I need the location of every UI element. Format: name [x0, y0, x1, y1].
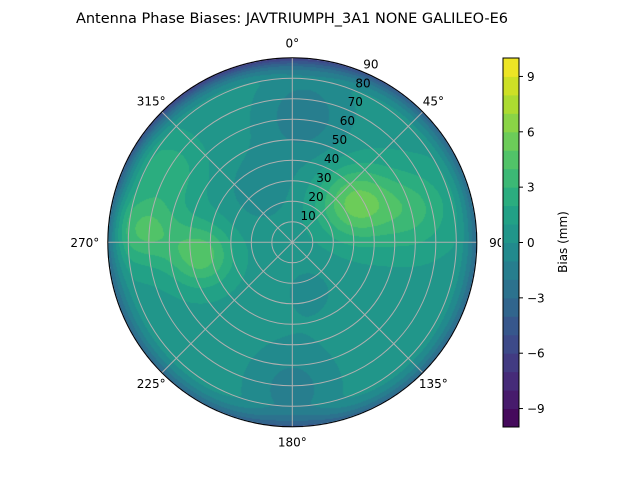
radial-tick-label: 70: [348, 95, 363, 109]
radial-tick-label: 60: [340, 114, 355, 128]
polar-grid: [107, 57, 477, 427]
colorbar-label: Bias (mm): [556, 211, 570, 273]
colorbar-band: [503, 224, 519, 243]
colorbar-band: [503, 58, 519, 77]
angular-tick-label: 135°: [419, 377, 448, 391]
colorbar-band: [503, 297, 519, 317]
angular-tick-label: 270°: [70, 236, 99, 250]
radial-tick-labels: 10 20 30 40 50 60 70 80 90: [301, 57, 379, 223]
radial-tick-label: 40: [324, 152, 339, 166]
radial-tick-label: 50: [332, 133, 347, 147]
polar-frame: [107, 57, 478, 428]
colorbar-band: [503, 353, 519, 373]
colorbar-band: [503, 94, 519, 114]
colorbar-tick-label: −6: [527, 347, 545, 361]
colorbar-band: [503, 260, 519, 280]
colorbar-tick-label: −9: [527, 402, 545, 416]
colorbar-tick-label: 3: [527, 181, 535, 195]
angular-gridline: [291, 111, 424, 243]
colorbar-band: [503, 408, 519, 428]
angular-tick-label: 225°: [137, 377, 166, 391]
colorbar-band: [503, 131, 519, 151]
angular-tick-label: 45°: [423, 95, 444, 109]
angular-tick-label: 315°: [137, 95, 166, 109]
colorbar-tick-label: 6: [527, 125, 535, 139]
colorbar-band: [503, 334, 519, 354]
colorbar-tick-label: −3: [527, 291, 545, 305]
colorbar-band: [503, 113, 519, 133]
colorbar-band: [503, 168, 519, 188]
angular-tick-labels: 0°45°90°135°180°225°270°315°: [70, 36, 510, 449]
colorbar-band: [503, 371, 519, 391]
colorbar-band: [503, 187, 519, 207]
angular-tick-label: 0°: [285, 36, 299, 50]
colorbar-band: [503, 76, 519, 96]
colorbar-tick-label: 9: [527, 70, 535, 84]
colorbar-band: [503, 242, 519, 262]
radial-tick-label: 30: [316, 171, 331, 185]
colorbar: 9 6 3 0 −3 −6 −9: [502, 57, 545, 428]
angular-gridline: [161, 111, 293, 243]
angular-gridline: [161, 241, 293, 374]
colorbar-band: [503, 150, 519, 170]
radial-tick-label: 90: [363, 57, 378, 71]
colorbar-band: [503, 316, 519, 336]
angular-tick-label: 180°: [278, 435, 307, 449]
angular-gridline: [291, 241, 424, 374]
radial-tick-label: 10: [301, 209, 316, 223]
chart-title: Antenna Phase Biases: JAVTRIUMPH_3A1 NON…: [76, 11, 508, 27]
colorbar-band: [503, 390, 519, 410]
radial-tick-label: 80: [355, 76, 370, 90]
colorbar-band: [503, 279, 519, 299]
colorbar-mask: [501, 40, 640, 440]
colorbar-tick-label: 0: [527, 236, 535, 250]
colorbar-band: [503, 205, 519, 225]
radial-tick-label: 20: [308, 190, 323, 204]
